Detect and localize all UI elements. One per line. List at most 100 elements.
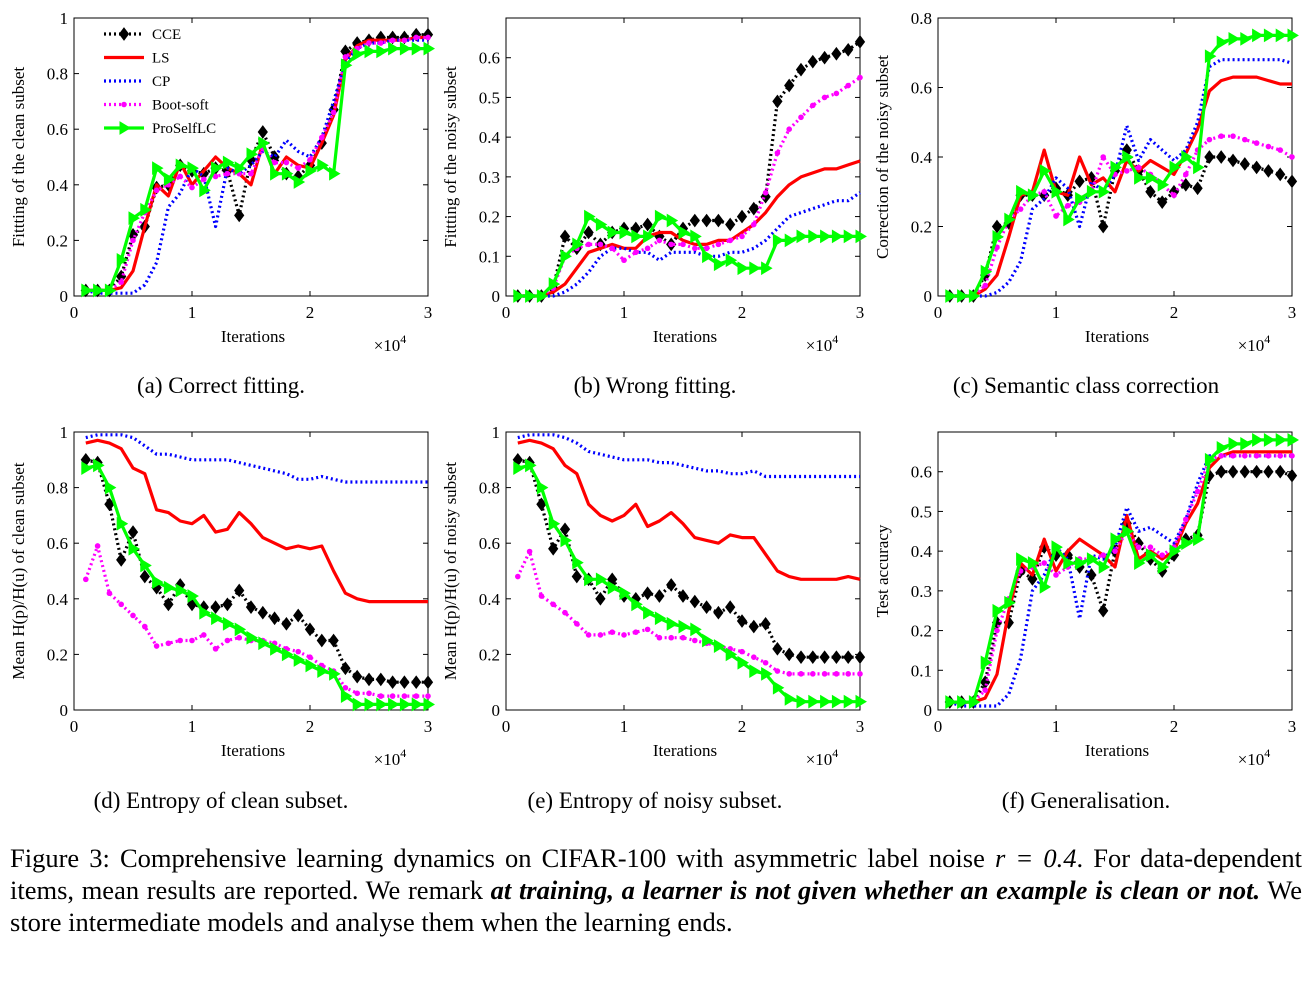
y-tick-label: 0 xyxy=(60,701,69,720)
data-point xyxy=(654,611,667,626)
data-point xyxy=(1287,28,1299,43)
data-point xyxy=(139,569,150,584)
data-point xyxy=(128,541,140,556)
x-tick-label: 0 xyxy=(502,717,511,736)
y-tick-label: 1 xyxy=(60,423,69,442)
data-point xyxy=(945,695,957,709)
data-point xyxy=(1157,195,1168,210)
data-point xyxy=(1181,536,1193,551)
data-point xyxy=(1204,49,1217,64)
series-markers-proselflc xyxy=(513,458,867,709)
data-point xyxy=(560,533,572,548)
data-point xyxy=(1230,133,1236,139)
data-point xyxy=(328,633,339,648)
chart-svg-wrong-fitting: 0 1 2 3 0 0.1 0.2 0.3 0.4 0.5 0.6 Iterations ×104 Fit… xyxy=(441,17,867,355)
data-point xyxy=(982,687,988,693)
subcaption-e: (e) Entropy of noisy subset. xyxy=(527,788,783,813)
x-tick-label: 1 xyxy=(620,303,629,322)
data-point xyxy=(585,632,592,638)
data-point xyxy=(1086,184,1099,199)
data-point xyxy=(1286,468,1298,483)
y-tick-label: 0.8 xyxy=(479,479,500,498)
data-point xyxy=(1112,548,1118,554)
data-point xyxy=(831,229,844,244)
data-point xyxy=(843,694,856,709)
data-point xyxy=(118,601,124,608)
subcaption-c: (c) Semantic class correction xyxy=(952,373,1220,398)
data-point xyxy=(1016,184,1028,199)
data-point xyxy=(399,675,410,690)
series-markers-proselflc xyxy=(513,209,867,303)
data-point xyxy=(1181,150,1193,164)
data-point xyxy=(736,614,748,628)
data-point xyxy=(749,261,761,276)
data-point xyxy=(1227,464,1239,479)
data-point xyxy=(807,54,818,69)
data-point xyxy=(584,572,596,587)
data-point xyxy=(774,150,781,156)
data-point xyxy=(562,609,568,616)
chart-panel-entropy-noisy: 0 1 2 3 0 0.2 0.4 0.6 0.8 1 Iterations ×104 Mean H(p… xyxy=(432,414,872,774)
data-point xyxy=(690,622,702,637)
y-axis-label: Correction of the noisy subset xyxy=(873,55,892,259)
data-point xyxy=(413,34,420,41)
data-point xyxy=(199,605,211,620)
data-point xyxy=(281,166,294,181)
data-point xyxy=(1171,192,1177,199)
data-point xyxy=(295,648,302,655)
data-point xyxy=(153,643,160,649)
data-point xyxy=(1074,174,1085,189)
data-point xyxy=(1287,433,1299,447)
data-point xyxy=(642,217,653,232)
data-point xyxy=(821,94,828,101)
data-point xyxy=(843,229,856,244)
data-point xyxy=(366,40,372,46)
data-point xyxy=(713,257,726,272)
data-point xyxy=(1194,488,1201,495)
data-point xyxy=(595,217,608,232)
data-point xyxy=(786,126,792,132)
data-point xyxy=(1275,167,1286,182)
data-point xyxy=(352,47,365,62)
data-point xyxy=(388,41,400,56)
data-point xyxy=(1251,160,1262,175)
data-point xyxy=(1251,464,1262,479)
data-point xyxy=(1053,572,1059,578)
data-point xyxy=(1193,532,1205,547)
data-point xyxy=(633,629,639,635)
data-point xyxy=(796,229,808,244)
data-point xyxy=(571,569,582,584)
data-point xyxy=(1098,603,1109,618)
series-group-a xyxy=(80,27,435,298)
y-tick-label: 0.1 xyxy=(911,661,932,680)
x-axis-label: Iterations xyxy=(653,741,717,760)
data-point xyxy=(187,161,199,176)
data-point xyxy=(140,558,152,573)
data-point xyxy=(152,161,164,176)
y-tick-label: 0.2 xyxy=(911,218,932,237)
data-point xyxy=(305,658,317,673)
y-tick-label: 1 xyxy=(492,423,501,442)
data-point xyxy=(1004,595,1016,610)
y-tick-label: 0 xyxy=(924,701,933,720)
data-point xyxy=(1227,153,1239,168)
data-point xyxy=(1263,28,1276,43)
y-tick-label: 0 xyxy=(492,701,501,720)
data-point xyxy=(595,591,606,606)
x-scale-exponent: 4 xyxy=(1264,332,1270,346)
y-tick-label: 0.2 xyxy=(479,645,500,664)
data-point xyxy=(1218,453,1224,459)
data-point xyxy=(211,611,223,626)
data-point xyxy=(352,669,363,684)
data-point xyxy=(784,691,797,706)
data-point xyxy=(413,693,420,699)
data-point xyxy=(363,672,375,687)
data-point xyxy=(163,172,176,187)
data-point xyxy=(784,78,795,93)
data-point xyxy=(713,213,724,228)
data-point xyxy=(992,603,1004,618)
data-point xyxy=(1100,552,1106,558)
data-point xyxy=(525,289,537,303)
series-line-boot-soft xyxy=(949,134,1293,298)
data-point xyxy=(1193,160,1205,175)
